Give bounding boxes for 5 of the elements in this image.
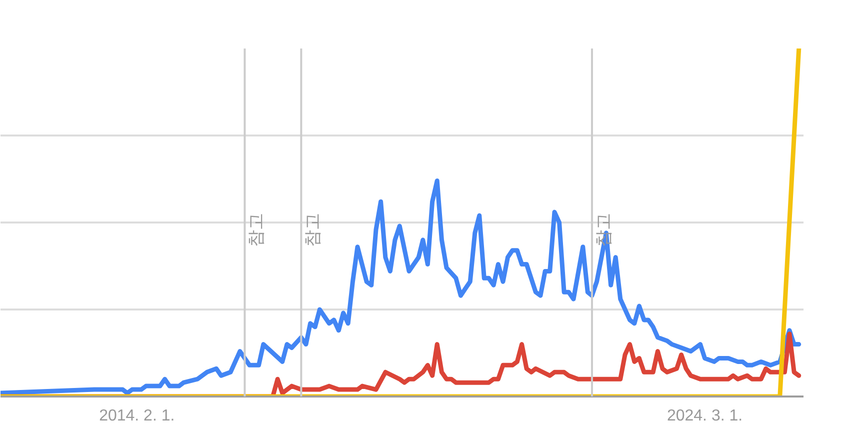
ref-line-label: 참고 [303, 212, 322, 247]
x-tick-label: 2024. 3. 1. [666, 408, 743, 424]
ref-line-label: 참고 [246, 212, 266, 247]
x-tick-label: 2014. 2. 1. [99, 408, 175, 424]
ref-line-label: 참고 [594, 212, 613, 247]
